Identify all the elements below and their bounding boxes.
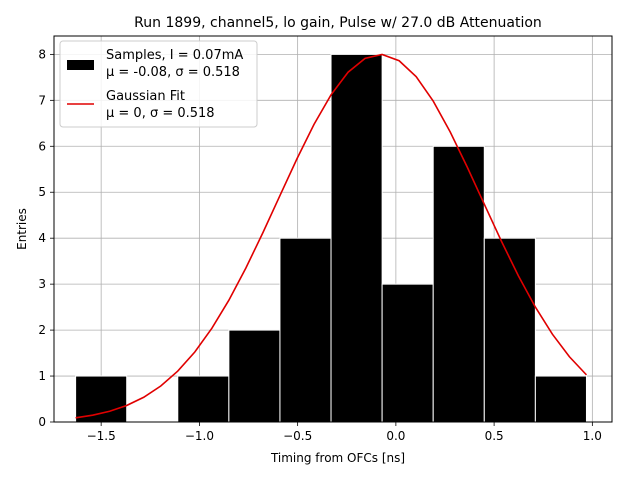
legend-fit-label-1: Gaussian Fit <box>106 89 185 104</box>
legend-samples-label-2: μ = -0.08, σ = 0.518 <box>106 65 240 80</box>
histogram-bar <box>381 283 434 423</box>
y-tick-label: 7 <box>38 93 46 107</box>
chart-title: Run 1899, channel5, lo gain, Pulse w/ 27… <box>134 15 542 31</box>
y-tick-label: 5 <box>38 185 46 199</box>
legend-samples-label-1: Samples, I = 0.07mA <box>106 48 243 63</box>
legend: Samples, I = 0.07mA μ = -0.08, σ = 0.518… <box>59 40 258 128</box>
x-tick-label: −0.5 <box>283 429 312 443</box>
y-tick-label: 1 <box>38 369 46 383</box>
x-tick-label: 0.5 <box>485 429 504 443</box>
x-tick-label: 1.0 <box>583 429 602 443</box>
histogram-bar <box>177 375 230 423</box>
y-tick-label: 3 <box>38 277 46 291</box>
legend-box <box>59 40 258 128</box>
y-axis-label: Entries <box>15 208 29 250</box>
histogram-bar <box>534 375 587 423</box>
x-tick-label: −1.0 <box>185 429 214 443</box>
histogram-bars <box>75 53 587 423</box>
legend-fit-label-2: μ = 0, σ = 0.518 <box>106 106 215 121</box>
gaussian-fit <box>75 53 588 419</box>
x-axis-label: Timing from OFCs [ns] <box>270 451 405 465</box>
histogram-bar <box>330 53 383 423</box>
y-tick-label: 8 <box>38 47 46 61</box>
histogram-bar <box>279 237 332 423</box>
y-tick-label: 6 <box>38 139 46 153</box>
x-tick-label: −1.5 <box>87 429 116 443</box>
axis-ticks: −1.5 −1.0 −0.5 0.0 0.5 1.0 0 1 2 3 4 5 6 7 8 <box>38 47 602 443</box>
histogram-bar <box>228 329 281 423</box>
y-tick-label: 4 <box>38 231 46 245</box>
y-tick-label: 2 <box>38 323 46 337</box>
histogram-bar <box>483 237 536 423</box>
gaussian-fit-line <box>75 53 588 419</box>
histogram-bar <box>432 145 485 423</box>
y-tick-label: 0 <box>38 415 46 429</box>
legend-samples-swatch <box>67 60 94 70</box>
x-tick-label: 0.0 <box>386 429 405 443</box>
histogram-bar <box>75 375 128 423</box>
plot-frame <box>53 35 613 423</box>
